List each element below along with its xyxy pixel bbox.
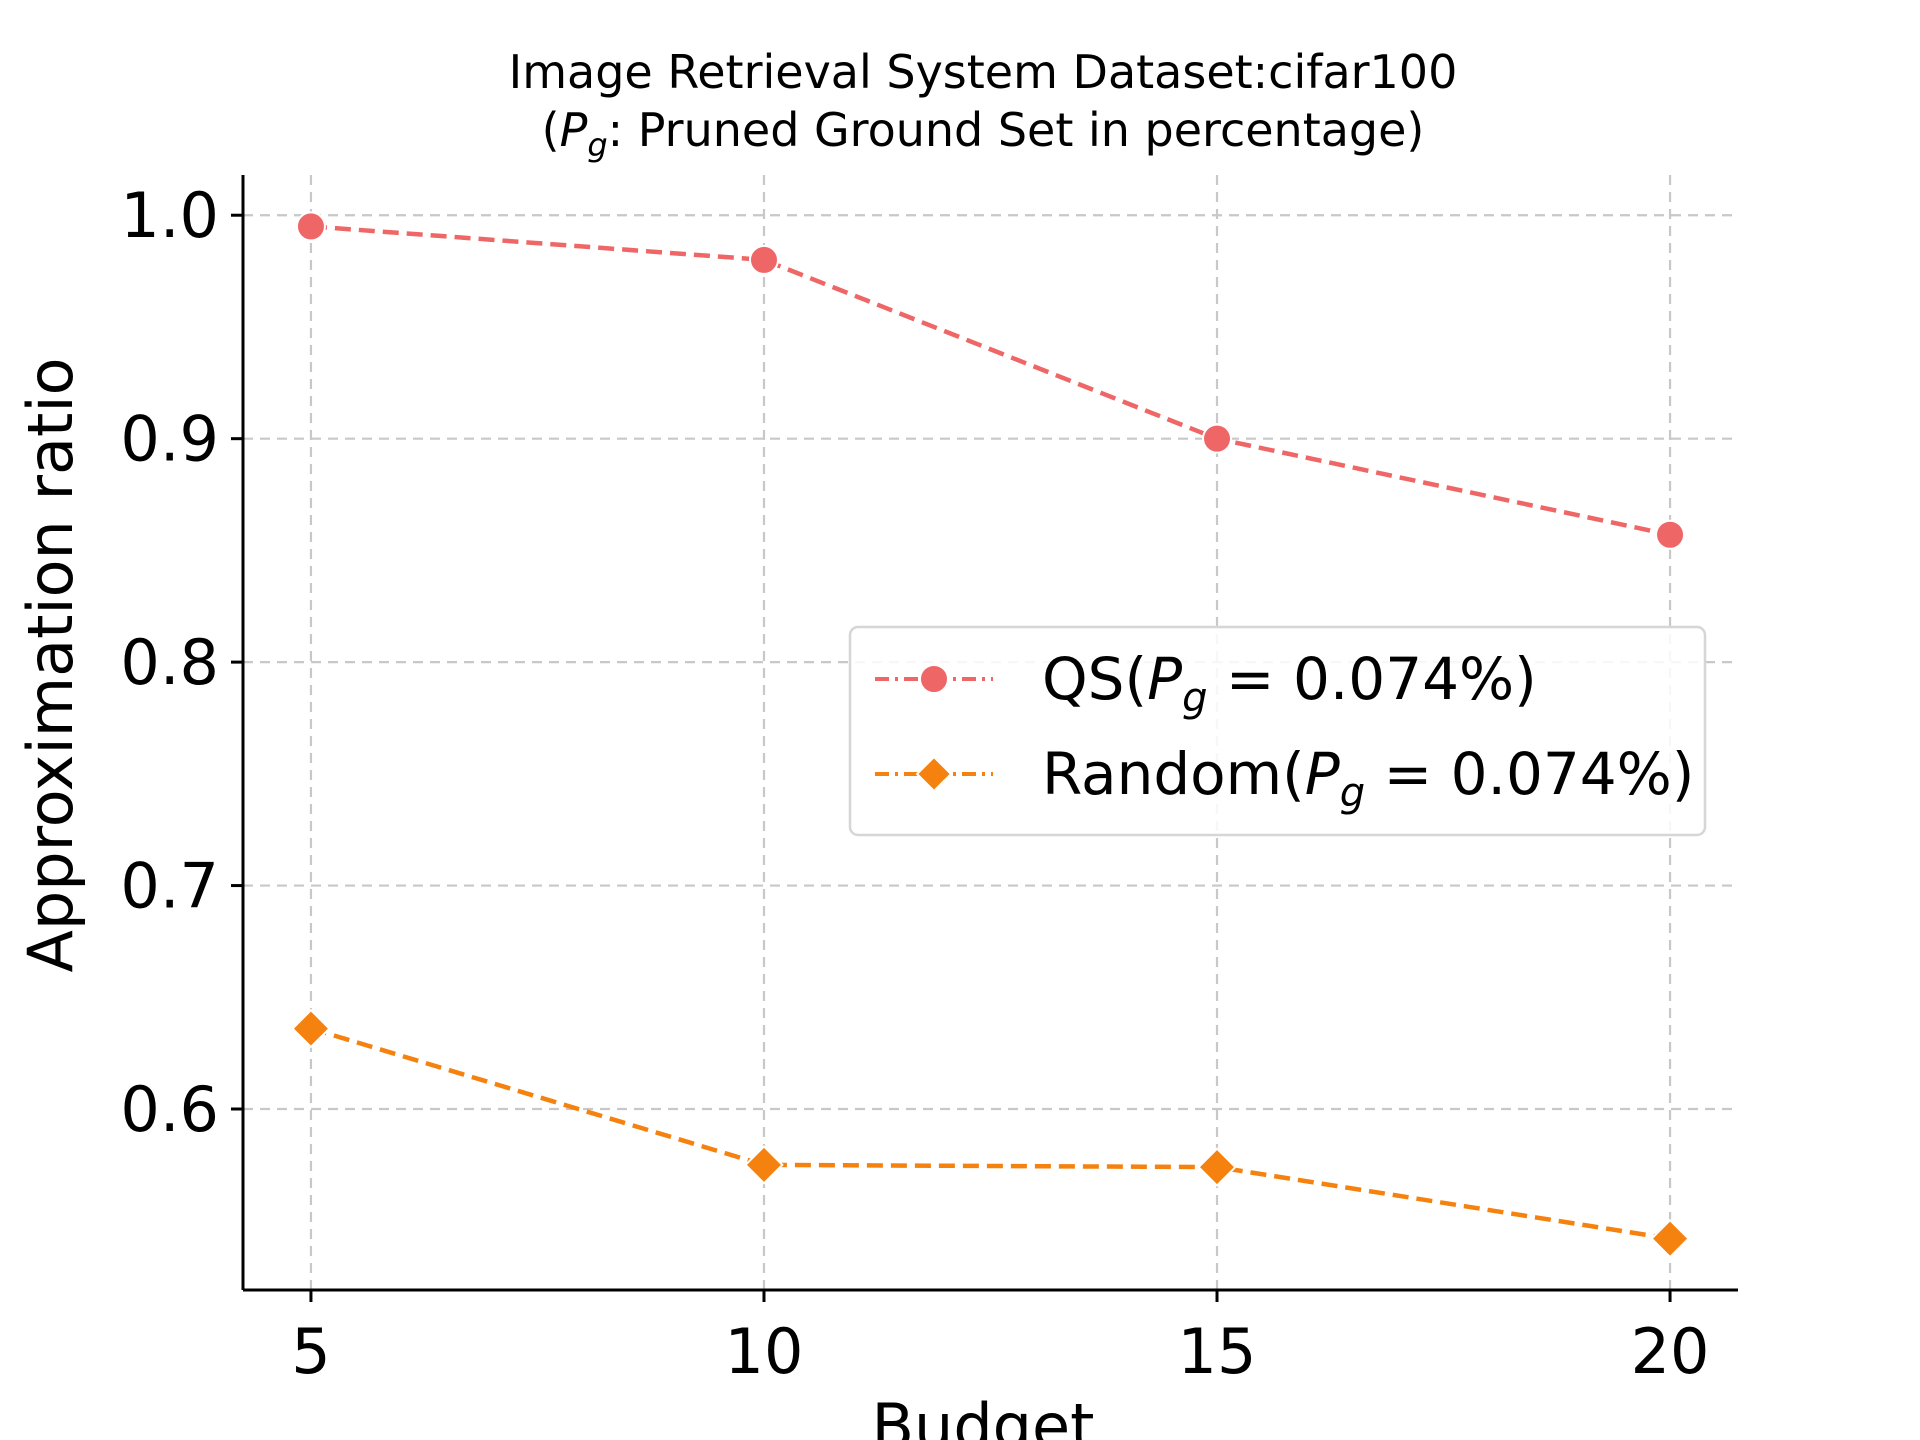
series-line-random	[310, 1026, 1671, 1241]
y-tick-label: 0.6	[120, 1073, 219, 1146]
y-tick-label: 0.8	[120, 626, 219, 699]
data-series	[291, 211, 1690, 1259]
data-point-random	[1197, 1147, 1237, 1187]
y-tick-label: 1.0	[120, 179, 219, 252]
x-tick-label: 15	[1178, 1315, 1257, 1388]
legend-frame	[848, 625, 1707, 837]
legend: QS(Pg = 0.074%) Random(Pg = 0.074%)	[848, 625, 1707, 837]
chart-title-line2: (Pg: Pruned Ground Set in percentage)	[542, 103, 1425, 164]
y-tick-label: 0.7	[120, 850, 219, 923]
chart-title-line1: Image Retrieval System Dataset:cifar100	[509, 45, 1458, 99]
y-tick-label: 0.9	[120, 403, 219, 476]
legend-marker-qs	[919, 664, 949, 694]
axes	[231, 175, 1738, 1302]
x-tick-label: 10	[725, 1315, 804, 1388]
data-point-random	[291, 1008, 331, 1049]
legend-marker-random	[915, 755, 953, 793]
tick-labels: 5 10 15 20 0.6 0.7 0.8 0.9 1.0	[120, 179, 1709, 1388]
data-point-random	[1650, 1218, 1690, 1259]
y-axis-label: Approximation ratio	[14, 357, 87, 972]
x-tick-label: 20	[1631, 1315, 1710, 1388]
series-line-qs	[310, 224, 1671, 537]
x-tick-label: 5	[291, 1315, 330, 1388]
data-point-qs	[1202, 423, 1233, 454]
data-point-qs	[1655, 519, 1686, 550]
legend-label-random: Random(Pg = 0.074%)	[1042, 740, 1694, 816]
chart-title: Image Retrieval System Dataset:cifar100 …	[509, 45, 1458, 164]
data-point-qs	[295, 211, 326, 242]
data-point-random	[744, 1145, 784, 1185]
legend-entry-random: Random(Pg = 0.074%)	[875, 740, 1694, 816]
legend-entry-qs: QS(Pg = 0.074%)	[875, 645, 1537, 721]
x-axis-label: Budget	[872, 1390, 1095, 1440]
legend-label-qs: QS(Pg = 0.074%)	[1042, 645, 1537, 721]
data-point-qs	[748, 244, 779, 275]
